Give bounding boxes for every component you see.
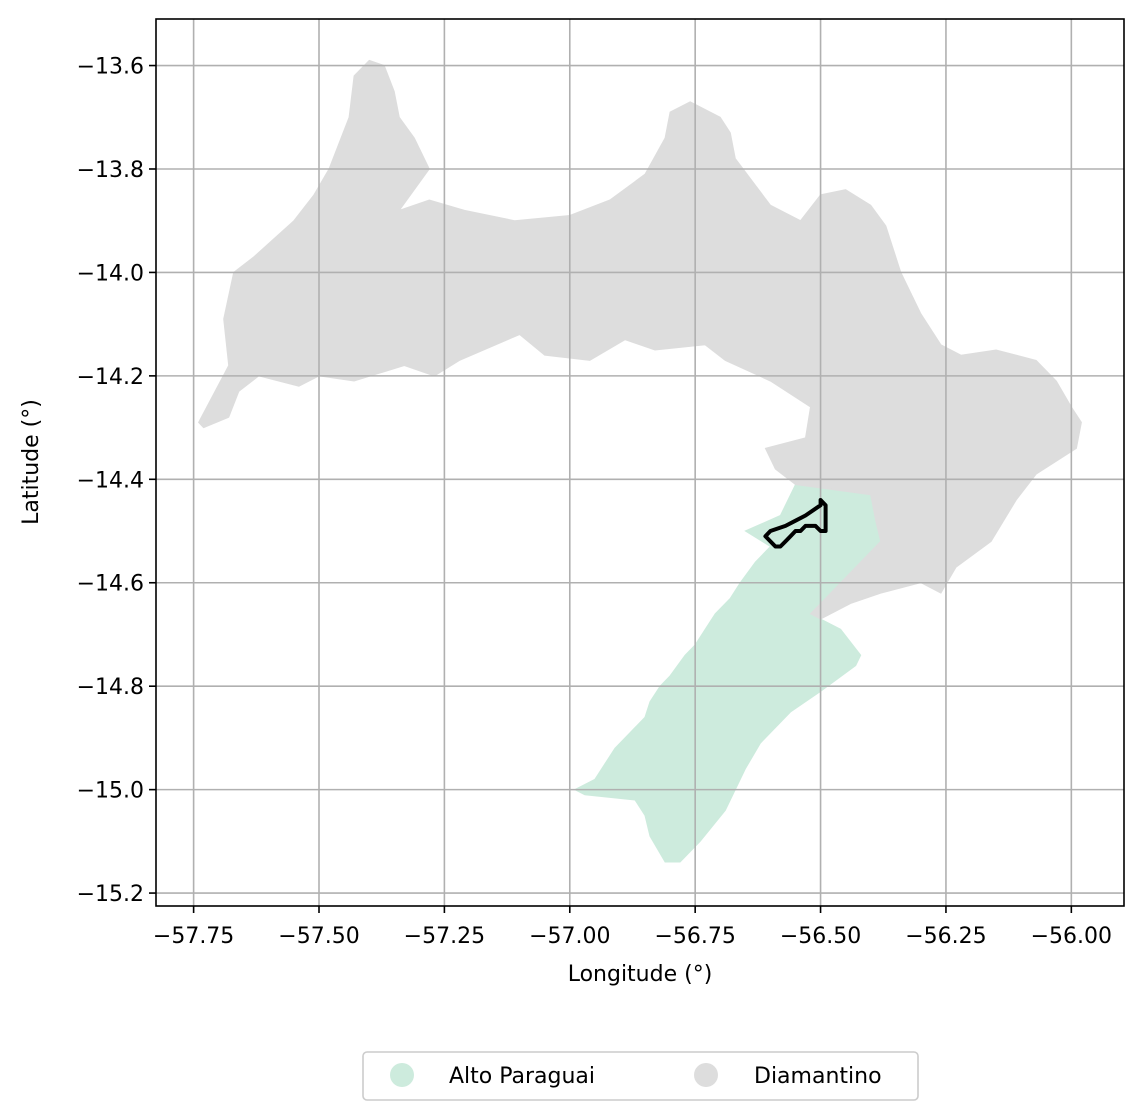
x-tick-label: −57.00 — [529, 924, 610, 949]
y-tick-label: −15.0 — [77, 779, 144, 804]
x-tick-label: −56.25 — [905, 924, 986, 949]
x-tick-label: −56.00 — [1031, 924, 1112, 949]
y-tick-label: −13.8 — [77, 158, 144, 183]
x-tick-label: −56.75 — [654, 924, 735, 949]
x-tick-label: −56.50 — [780, 924, 861, 949]
y-tick-label: −14.6 — [77, 572, 144, 597]
legend-marker-alto-paraguai — [390, 1063, 414, 1087]
x-tick-label: −57.25 — [404, 924, 485, 949]
plot-frame — [155, 18, 1125, 907]
x-tick-label: −57.75 — [153, 924, 234, 949]
y-tick-label: −15.2 — [77, 882, 144, 907]
legend: Alto Paraguai Diamantino — [362, 1051, 919, 1101]
boundary-layer — [763, 498, 828, 549]
grid-layer — [156, 19, 1124, 906]
x-axis-label: Longitude (°) — [568, 962, 713, 987]
y-tick-label: −14.4 — [77, 468, 144, 493]
y-tick-label: −13.6 — [77, 55, 144, 80]
region-alto-paraguai — [573, 483, 882, 863]
y-tick-label: −14.0 — [77, 261, 144, 286]
y-axis-label: Latitude (°) — [19, 399, 44, 525]
legend-label-diamantino: Diamantino — [754, 1064, 882, 1089]
ticks-layer: −57.75 −57.50 −57.25 −57.00 −56.75 −56.50 −56.… — [77, 55, 1112, 949]
x-tick-label: −57.50 — [278, 924, 359, 949]
highlighted-boundary — [763, 498, 828, 549]
y-tick-label: −14.2 — [77, 365, 144, 390]
legend-label-alto-paraguai: Alto Paraguai — [449, 1064, 595, 1089]
y-tick-label: −14.8 — [77, 675, 144, 700]
legend-marker-diamantino — [694, 1063, 718, 1087]
legend-frame — [362, 1051, 919, 1101]
